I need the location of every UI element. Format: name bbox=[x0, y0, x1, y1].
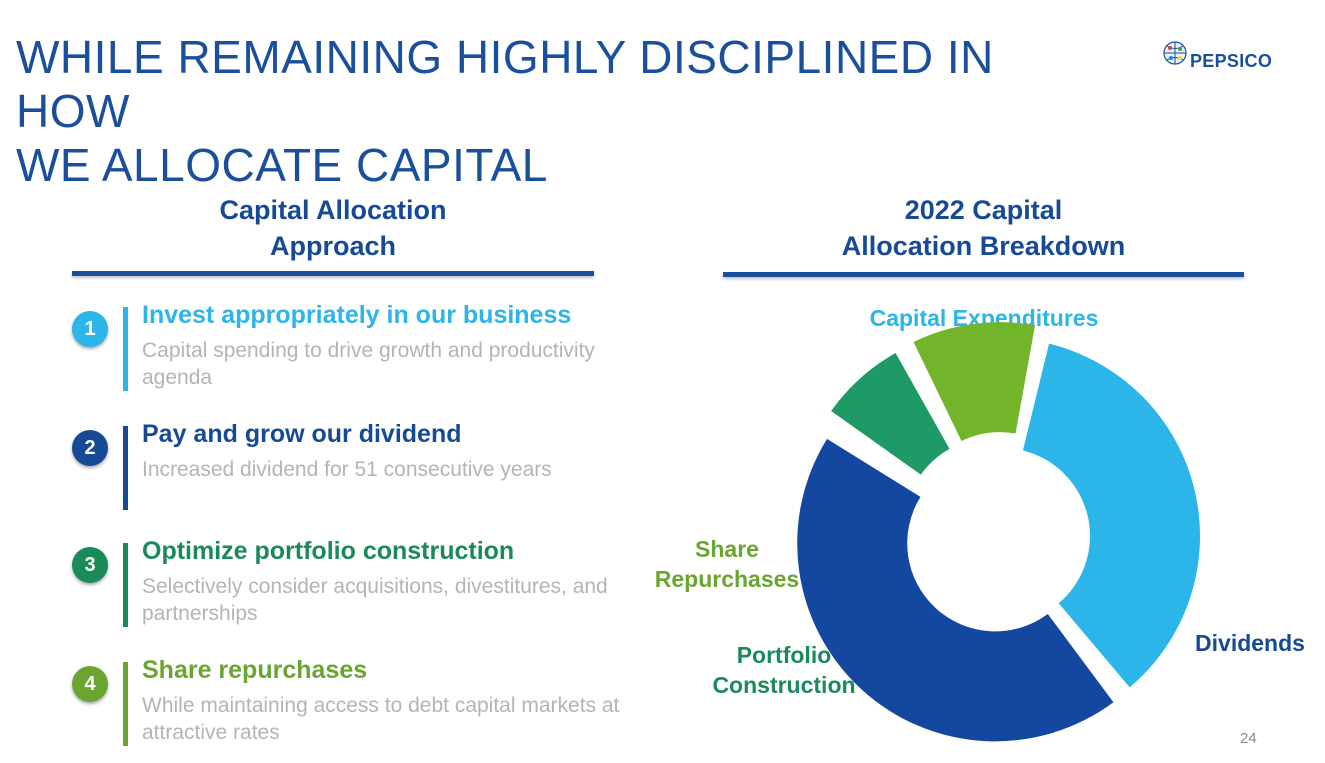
approach-heading: Capital Allocation Approach bbox=[72, 192, 594, 264]
step-title: Pay and grow our dividend bbox=[142, 420, 462, 448]
step-number-badge: 3 bbox=[72, 547, 108, 583]
donut-label-share-repurchases: Share Repurchases bbox=[655, 536, 799, 592]
step-description: Increased dividend for 51 consecutive ye… bbox=[142, 458, 552, 481]
donut-slice-share-repurchases bbox=[913, 322, 1036, 441]
step-4: 4 Share repurchases While maintaining ac… bbox=[72, 656, 652, 746]
step-2: 2 Pay and grow our dividend Increased di… bbox=[72, 420, 652, 510]
breakdown-heading: 2022 Capital Allocation Breakdown bbox=[723, 192, 1244, 264]
step-3: 3 Optimize portfolio construction Select… bbox=[72, 537, 652, 627]
donut-slice-portfolio-construction bbox=[831, 353, 950, 475]
step-1: 1 Invest appropriately in our business C… bbox=[72, 301, 652, 391]
slide-title-line-1: WHILE REMAINING HIGHLY DISCIPLINED IN HO… bbox=[16, 31, 994, 137]
step-number-badge: 1 bbox=[72, 311, 108, 347]
slide-title: WHILE REMAINING HIGHLY DISCIPLINED IN HO… bbox=[16, 30, 1096, 192]
step-description: Selectively consider acquisitions, dives… bbox=[142, 575, 608, 625]
globe-icon bbox=[1163, 41, 1187, 65]
step-accent-bar bbox=[123, 662, 128, 746]
step-number-badge: 4 bbox=[72, 666, 108, 702]
approach-heading-line-1: Capital Allocation bbox=[219, 195, 447, 225]
step-title: Invest appropriately in our business bbox=[142, 301, 572, 329]
breakdown-divider bbox=[723, 272, 1244, 277]
page-number: 24 bbox=[1240, 730, 1257, 747]
donut-label-portfolio-construction: Portfolio Construction bbox=[712, 642, 855, 698]
step-description: While maintaining access to debt capital… bbox=[142, 694, 620, 744]
step-accent-bar bbox=[123, 426, 128, 510]
step-accent-bar bbox=[123, 543, 128, 627]
donut-slice-dividends bbox=[797, 438, 1114, 742]
donut-label-dividends: Dividends bbox=[1195, 630, 1305, 656]
breakdown-heading-line-2: Allocation Breakdown bbox=[841, 231, 1126, 261]
step-title: Optimize portfolio construction bbox=[142, 537, 515, 565]
approach-heading-line-2: Approach bbox=[269, 231, 396, 261]
pepsico-logo: PEPSICO bbox=[1162, 38, 1302, 72]
logo-wordmark: PEPSICO bbox=[1190, 51, 1273, 71]
breakdown-heading-line-1: 2022 Capital bbox=[904, 195, 1063, 225]
step-description: Capital spending to drive growth and pro… bbox=[142, 339, 595, 389]
donut-slice-capital-expenditures bbox=[1022, 343, 1200, 688]
step-title: Share repurchases bbox=[142, 656, 368, 684]
step-number-badge: 2 bbox=[72, 430, 108, 466]
approach-divider bbox=[72, 271, 594, 276]
slide-title-line-2: WE ALLOCATE CAPITAL bbox=[16, 139, 548, 191]
step-accent-bar bbox=[123, 307, 128, 391]
